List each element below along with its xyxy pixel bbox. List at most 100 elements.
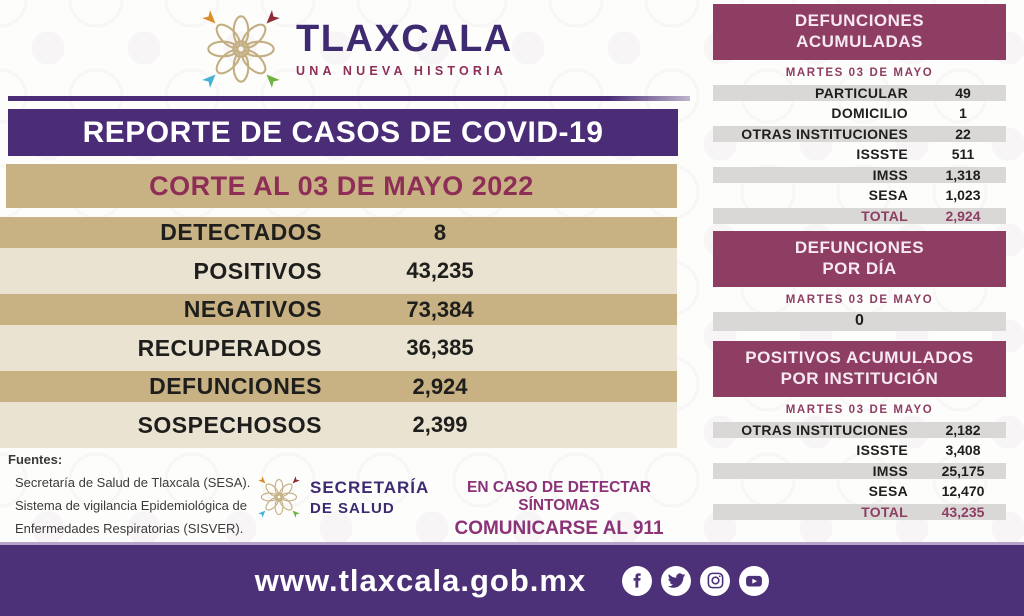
- row-label: DOMICILIO: [831, 105, 908, 122]
- notice-line2: COMUNICARSE AL 911: [454, 518, 664, 539]
- row-value: 511: [951, 146, 975, 163]
- row-value: 22: [955, 125, 971, 142]
- instagram-icon[interactable]: [700, 565, 731, 596]
- row-label: IMSS: [872, 166, 908, 183]
- section-date: MARTES 03 DE MAYO: [785, 293, 934, 306]
- row-label: PARTICULAR: [815, 84, 908, 101]
- row-value: 12,470: [941, 483, 985, 500]
- row-value: 25,175: [941, 462, 985, 479]
- row-label: ISSSTE: [856, 442, 908, 459]
- table-row: OTRAS INSTITUCIONES 22: [713, 125, 1006, 142]
- report-date-banner: CORTE AL 03 DE MAYO 2022: [6, 164, 677, 208]
- table-row: NEGATIVOS 73,384: [0, 294, 677, 325]
- row-value: 2,182: [945, 421, 981, 438]
- row-value: 2,924: [945, 207, 981, 224]
- stat-label: DETECTADOS: [160, 219, 322, 245]
- row-value: 1: [959, 105, 967, 122]
- stat-value: 36,385: [406, 335, 474, 360]
- sources-heading: Fuentes:: [8, 452, 63, 467]
- table-row: IMSS 1,318: [713, 166, 1006, 183]
- sources-line: Enfermedades Respiratorias (SISVER).: [15, 521, 244, 536]
- section-positivos-por-institucion: POSITIVOS ACUMULADOS POR INSTITUCIÓN MAR…: [713, 341, 1006, 524]
- section-date: MARTES 03 DE MAYO: [785, 403, 934, 416]
- stat-value: 8: [433, 219, 447, 245]
- stat-label: DEFUNCIONES: [149, 373, 322, 399]
- symptoms-notice: EN CASO DE DETECTAR SÍNTOMAS COMUNICARSE…: [426, 479, 692, 540]
- tlaxcala-brand: TLAXCALA UNA NUEVA HISTORIA: [198, 6, 513, 92]
- row-label: SESA: [868, 483, 908, 500]
- table-row: SOSPECHOSOS 2,399: [0, 402, 677, 448]
- section-title-line2: ACUMULADAS: [796, 32, 923, 52]
- row-label: IMSS: [872, 462, 908, 479]
- section-title-line2: POR DÍA: [822, 259, 897, 279]
- table-row: RECUPERADOS 36,385: [0, 325, 677, 371]
- youtube-icon[interactable]: [739, 565, 770, 596]
- row-value: 1,023: [945, 187, 981, 204]
- row-label: SESA: [868, 187, 908, 204]
- stat-value: 73,384: [406, 296, 474, 322]
- table-row: IMSS 25,175: [713, 462, 1006, 479]
- row-value: 43,235: [941, 503, 985, 520]
- section-title-line2: POR INSTITUCIÓN: [780, 369, 939, 389]
- table-row: DEFUNCIONES 2,924: [0, 371, 677, 402]
- stat-label: POSITIVOS: [193, 257, 322, 284]
- section-defunciones-por-dia: DEFUNCIONES POR DÍA MARTES 03 DE MAYO 0: [713, 231, 1006, 331]
- table-row-total: TOTAL 2,924: [713, 207, 1006, 224]
- table-row: DETECTADOS 8: [0, 217, 677, 248]
- covid-stats-table: DETECTADOS 8 POSITIVOS 43,235 NEGATIVOS …: [0, 217, 677, 448]
- stat-value: 43,235: [406, 258, 474, 283]
- row-label: TOTAL: [861, 503, 908, 520]
- table-row: DOMICILIO 1: [713, 105, 1006, 122]
- stat-label: RECUPERADOS: [137, 334, 322, 361]
- twitter-icon[interactable]: [661, 565, 692, 596]
- section-title-line1: DEFUNCIONES: [794, 238, 925, 257]
- footer-url: www.tlaxcala.gob.mx: [254, 562, 587, 598]
- footer-bar: www.tlaxcala.gob.mx: [0, 542, 1024, 616]
- stat-value: 2,399: [412, 412, 468, 437]
- sidebar: DEFUNCIONES ACUMULADAS MARTES 03 DE MAYO…: [713, 0, 1006, 545]
- social-icons: [622, 565, 770, 596]
- daily-deaths-value: 0: [713, 311, 1006, 331]
- row-value: 49: [955, 84, 971, 101]
- table-row: OTRAS INSTITUCIONES 2,182: [713, 421, 1006, 438]
- sources-block: Fuentes: Secretaría de Salud de Tlaxcala…: [8, 452, 250, 536]
- table-row: PARTICULAR 49: [713, 84, 1006, 101]
- facebook-icon[interactable]: [622, 565, 653, 596]
- sources-line: Secretaría de Salud de Tlaxcala (SESA).: [15, 475, 251, 490]
- sources-line: Sistema de vigilancia Epidemiológica de: [15, 498, 247, 513]
- section-table: OTRAS INSTITUCIONES 2,182 ISSSTE 3,408 I…: [713, 421, 1006, 520]
- section-title-line1: DEFUNCIONES: [794, 11, 925, 30]
- table-row-total: TOTAL 43,235: [713, 503, 1006, 520]
- row-value: 1,318: [945, 166, 981, 183]
- section-title-line1: POSITIVOS ACUMULADOS: [745, 348, 974, 367]
- table-row: POSITIVOS 43,235: [0, 248, 677, 294]
- brand-tagline: UNA NUEVA HISTORIA: [296, 64, 508, 79]
- table-row: ISSSTE 511: [713, 146, 1006, 163]
- section-defunciones-acumuladas: DEFUNCIONES ACUMULADAS MARTES 03 DE MAYO…: [713, 4, 1006, 228]
- row-label: OTRAS INSTITUCIONES: [741, 421, 908, 438]
- report-title-banner: REPORTE DE CASOS DE COVID-19: [8, 109, 678, 156]
- table-row: ISSSTE 3,408: [713, 442, 1006, 459]
- tlaxcala-flower-icon: [201, 9, 281, 89]
- header-divider: [8, 96, 690, 101]
- section-header: POSITIVOS ACUMULADOS POR INSTITUCIÓN: [713, 341, 1006, 397]
- row-label: ISSSTE: [856, 146, 908, 163]
- row-label: OTRAS INSTITUCIONES: [741, 125, 908, 142]
- secretaria-line1: SECRETARÍA: [310, 477, 430, 497]
- stat-label: NEGATIVOS: [183, 296, 322, 322]
- table-row: SESA 12,470: [713, 483, 1006, 500]
- secretaria-line2: DE SALUD: [310, 499, 395, 517]
- notice-line1: EN CASO DE DETECTAR SÍNTOMAS: [466, 479, 651, 514]
- secretaria-salud-logo: SECRETARÍA DE SALUD: [256, 474, 429, 520]
- secretaria-salud-flower-icon: [257, 475, 301, 519]
- row-value: 3,408: [945, 442, 981, 459]
- stat-value: 2,924: [412, 373, 468, 399]
- stat-label: SOSPECHOSOS: [137, 411, 322, 438]
- section-date: MARTES 03 DE MAYO: [785, 66, 934, 79]
- section-header: DEFUNCIONES POR DÍA: [713, 231, 1006, 287]
- brand-title: TLAXCALA: [296, 17, 513, 60]
- section-header: DEFUNCIONES ACUMULADAS: [713, 4, 1006, 60]
- table-row: SESA 1,023: [713, 187, 1006, 204]
- section-table: PARTICULAR 49 DOMICILIO 1 OTRAS INSTITUC…: [713, 84, 1006, 224]
- row-label: TOTAL: [861, 207, 908, 224]
